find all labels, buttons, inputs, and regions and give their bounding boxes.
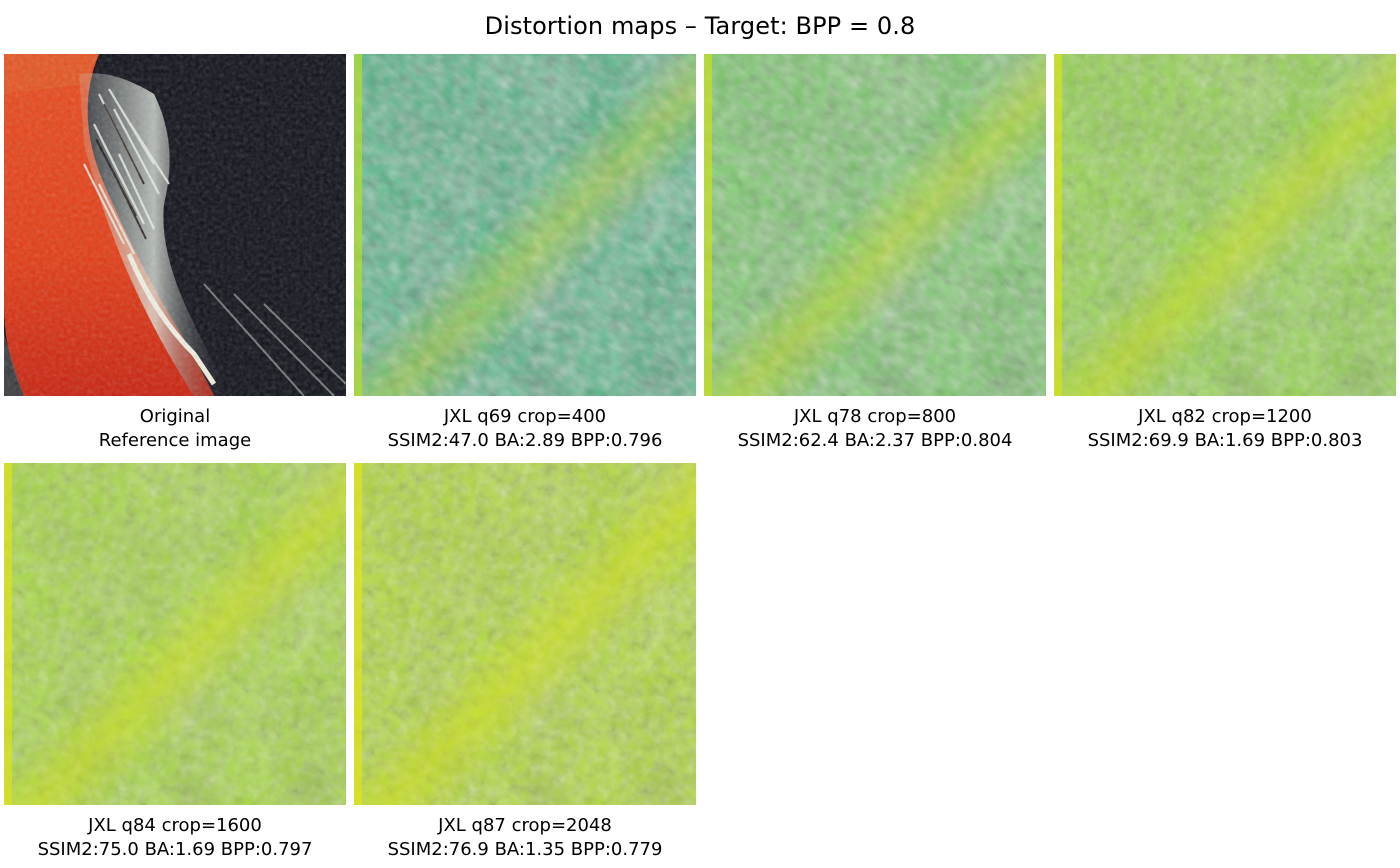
- distortion-map-q87: [354, 463, 696, 805]
- caption-q82: JXL q82 crop=1200 SSIM2:69.9 BA:1.69 BPP…: [1054, 405, 1396, 453]
- caption-line2: SSIM2:62.4 BA:2.37 BPP:0.804: [737, 430, 1013, 451]
- caption-line1: JXL q87 crop=2048: [438, 815, 612, 836]
- caption-q84: JXL q84 crop=1600 SSIM2:75.0 BA:1.69 BPP…: [4, 814, 346, 862]
- figure-title: Distortion maps – Target: BPP = 0.8: [484, 12, 916, 40]
- distortion-map-q78: [704, 54, 1046, 396]
- caption-line1: JXL q82 crop=1200: [1138, 406, 1312, 427]
- caption-q87: JXL q87 crop=2048 SSIM2:76.9 BA:1.35 BPP…: [354, 814, 696, 862]
- caption-line1: JXL q69 crop=400: [443, 406, 607, 427]
- original-reference-image: [4, 54, 346, 396]
- distortion-map-q82: [1054, 54, 1396, 396]
- caption-line1: JXL q84 crop=1600: [88, 815, 262, 836]
- caption-line2: SSIM2:69.9 BA:1.69 BPP:0.803: [1087, 430, 1363, 451]
- caption-q69: JXL q69 crop=400 SSIM2:47.0 BA:2.89 BPP:…: [354, 405, 696, 453]
- caption-line2: SSIM2:75.0 BA:1.69 BPP:0.797: [37, 839, 313, 860]
- caption-line2: SSIM2:76.9 BA:1.35 BPP:0.779: [387, 839, 663, 860]
- caption-line1: Original: [139, 406, 211, 427]
- caption-line2: SSIM2:47.0 BA:2.89 BPP:0.796: [387, 430, 663, 451]
- distortion-map-q69: [354, 54, 696, 396]
- caption-line1: JXL q78 crop=800: [793, 406, 957, 427]
- caption-q78: JXL q78 crop=800 SSIM2:62.4 BA:2.37 BPP:…: [704, 405, 1046, 453]
- distortion-map-q84: [4, 463, 346, 805]
- caption-line2: Reference image: [98, 430, 252, 451]
- caption-original: Original Reference image: [4, 405, 346, 453]
